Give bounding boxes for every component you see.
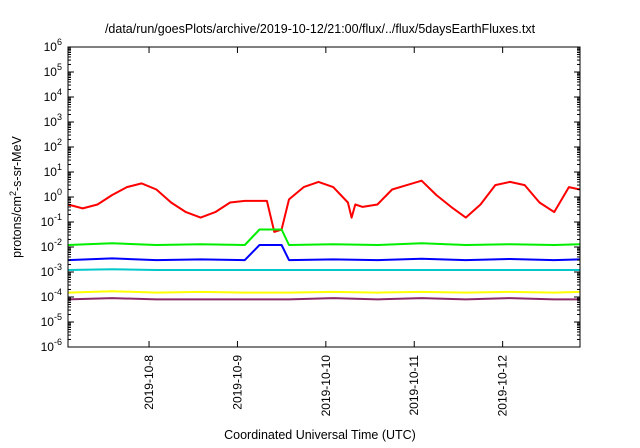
- y-tick-label: 102: [44, 137, 62, 154]
- x-tick-label: 2019-10-9: [230, 355, 244, 410]
- x-axis-label: Coordinated Universal Time (UTC): [224, 428, 416, 442]
- y-tick-label: 100: [44, 187, 62, 204]
- x-tick-label: 2019-10-11: [407, 355, 421, 416]
- y-tick-label: 10-2: [41, 237, 62, 254]
- axis-layer: 10-6 10-5 10-4 10-3 10-2 10-1 100 101 102 103 104 1…: [41, 37, 580, 416]
- series-layer: [67, 179, 581, 301]
- y-tick-label: 10-1: [41, 212, 62, 229]
- series-line-4: [67, 268, 580, 271]
- plot-frame: [67, 46, 581, 348]
- y-tick-label: 10-6: [41, 337, 62, 354]
- y-tick-label: 10-5: [41, 312, 62, 329]
- y-tick-label: 104: [44, 87, 62, 104]
- x-tick-label: 2019-10-10: [319, 355, 333, 417]
- y-tick-label: 10-3: [41, 262, 62, 279]
- y-tick-label: 101: [44, 162, 62, 179]
- y-tick-label: 10-4: [41, 287, 62, 304]
- series-line-2: [67, 228, 581, 246]
- chart-title: /data/run/goesPlots/archive/2019-10-12/2…: [104, 22, 536, 36]
- series-line-3: [67, 244, 581, 262]
- series-line-1: [67, 179, 581, 233]
- x-tick-label: 2019-10-12: [496, 355, 510, 417]
- y-axis-label: protons/cm2-s-sr-MeV: [8, 135, 24, 257]
- y-tick-label: 103: [44, 112, 62, 129]
- series-line-6: [67, 297, 580, 301]
- x-tick-label: 2019-10-8: [142, 355, 156, 410]
- y-tick-label: 105: [44, 62, 62, 79]
- y-tick-label: 106: [44, 37, 62, 54]
- series-line-5: [67, 290, 581, 294]
